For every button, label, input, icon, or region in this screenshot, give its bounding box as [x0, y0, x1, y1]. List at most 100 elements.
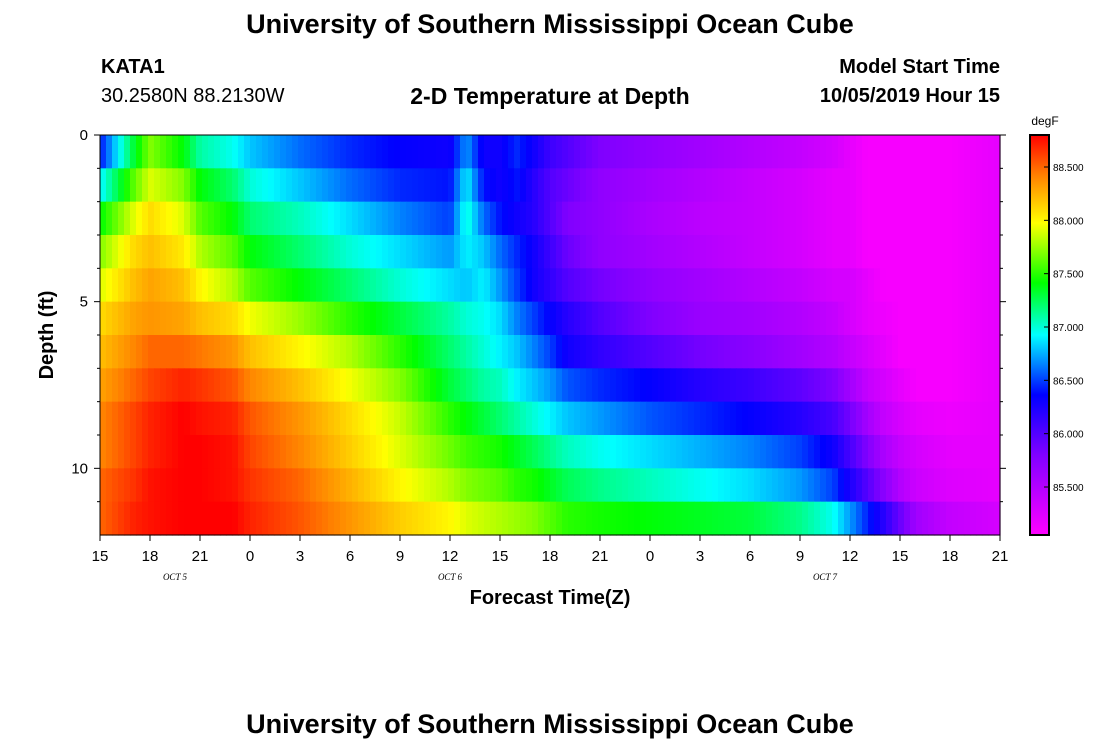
heatmap-cell [370, 301, 377, 336]
heatmap-cell [508, 501, 515, 536]
heatmap-cell [748, 235, 755, 269]
heatmap-cell [346, 368, 353, 403]
heatmap-cell [166, 468, 173, 503]
heatmap-cell [982, 401, 989, 436]
heatmap-cell [334, 201, 341, 236]
heatmap-cell [112, 168, 119, 203]
heatmap-cell [688, 168, 695, 203]
heatmap-cell [778, 335, 785, 369]
heatmap-cell [700, 468, 707, 503]
heatmap-cell [136, 135, 143, 169]
heatmap-cell [784, 168, 791, 203]
heatmap-cell [580, 468, 587, 503]
heatmap-cell [814, 468, 821, 503]
heatmap-cell [274, 201, 281, 236]
heatmap-cell [778, 201, 785, 236]
heatmap-cell [844, 368, 851, 403]
heatmap-cell [676, 168, 683, 203]
heatmap-cell [220, 501, 227, 536]
heatmap-cell [628, 368, 635, 403]
heatmap-cell [460, 401, 467, 436]
heatmap-cell [544, 468, 551, 503]
heatmap-cell [328, 335, 335, 369]
heatmap-cell [364, 335, 371, 369]
heatmap-cell [328, 135, 335, 169]
heatmap-cell [694, 235, 701, 269]
heatmap-cell [502, 168, 509, 203]
heatmap-cell [928, 368, 935, 403]
heatmap-cell [928, 435, 935, 469]
heatmap-cell [928, 201, 935, 236]
heatmap-cell [292, 168, 299, 203]
heatmap-cell [280, 135, 287, 169]
heatmap-cell [934, 368, 941, 403]
heatmap-cell [112, 268, 119, 303]
heatmap-cell [562, 335, 569, 369]
heatmap-cell [400, 201, 407, 236]
heatmap-cell [820, 401, 827, 436]
heatmap-cell [520, 135, 527, 169]
heatmap-cell [826, 468, 833, 503]
heatmap-cell [274, 168, 281, 203]
x-tick-label: 9 [796, 548, 804, 565]
heatmap-cell [448, 235, 455, 269]
heatmap-cell [988, 201, 995, 236]
x-tick-label: 21 [192, 548, 209, 565]
heatmap-cell [940, 368, 947, 403]
heatmap-cell [430, 268, 437, 303]
heatmap-cell [388, 201, 395, 236]
heatmap-cell [154, 501, 161, 536]
heatmap-cell [910, 401, 917, 436]
heatmap-cell [628, 135, 635, 169]
heatmap-cell [154, 468, 161, 503]
heatmap-cell [994, 301, 1001, 336]
heatmap-cell [766, 135, 773, 169]
heatmap-cell [772, 401, 779, 436]
heatmap-cell [820, 501, 827, 536]
heatmap-cell [658, 468, 665, 503]
heatmap-cell [520, 235, 527, 269]
heatmap-cell [634, 468, 641, 503]
heatmap-cell [112, 335, 119, 369]
heatmap-cell [478, 368, 485, 403]
heatmap-cell [760, 368, 767, 403]
heatmap-cell [574, 435, 581, 469]
heatmap-cell [724, 301, 731, 336]
heatmap-cell [148, 468, 155, 503]
heatmap-cell [364, 135, 371, 169]
heatmap-cell [142, 468, 149, 503]
heatmap-cell [238, 501, 245, 536]
heatmap-cell [214, 368, 221, 403]
heatmap-cell [808, 435, 815, 469]
heatmap-cell [472, 335, 479, 369]
heatmap-cell [880, 435, 887, 469]
heatmap-cell [112, 301, 119, 336]
y-tick-label: 0 [80, 127, 88, 144]
heatmap-cell [460, 235, 467, 269]
heatmap-cell [916, 501, 923, 536]
heatmap-cell [262, 468, 269, 503]
heatmap-cell [850, 468, 857, 503]
heatmap-cell [160, 168, 167, 203]
heatmap-cell [628, 268, 635, 303]
heatmap-cell [472, 135, 479, 169]
heatmap-cell [262, 201, 269, 236]
heatmap-cell [670, 468, 677, 503]
heatmap-cell [604, 168, 611, 203]
x-tick-label: 3 [696, 548, 704, 565]
heatmap-cell [532, 301, 539, 336]
heatmap-cell [976, 435, 983, 469]
heatmap-cell [376, 501, 383, 536]
heatmap-cell [466, 501, 473, 536]
heatmap-cell [388, 268, 395, 303]
heatmap-cell [262, 168, 269, 203]
heatmap-cell [856, 201, 863, 236]
heatmap-cell [394, 335, 401, 369]
heatmap-cell [364, 501, 371, 536]
heatmap-cell [748, 135, 755, 169]
heatmap-cell [718, 301, 725, 336]
heatmap-cell [328, 201, 335, 236]
heatmap-cell [256, 235, 263, 269]
heatmap-cell [562, 135, 569, 169]
heatmap-cell [118, 268, 125, 303]
